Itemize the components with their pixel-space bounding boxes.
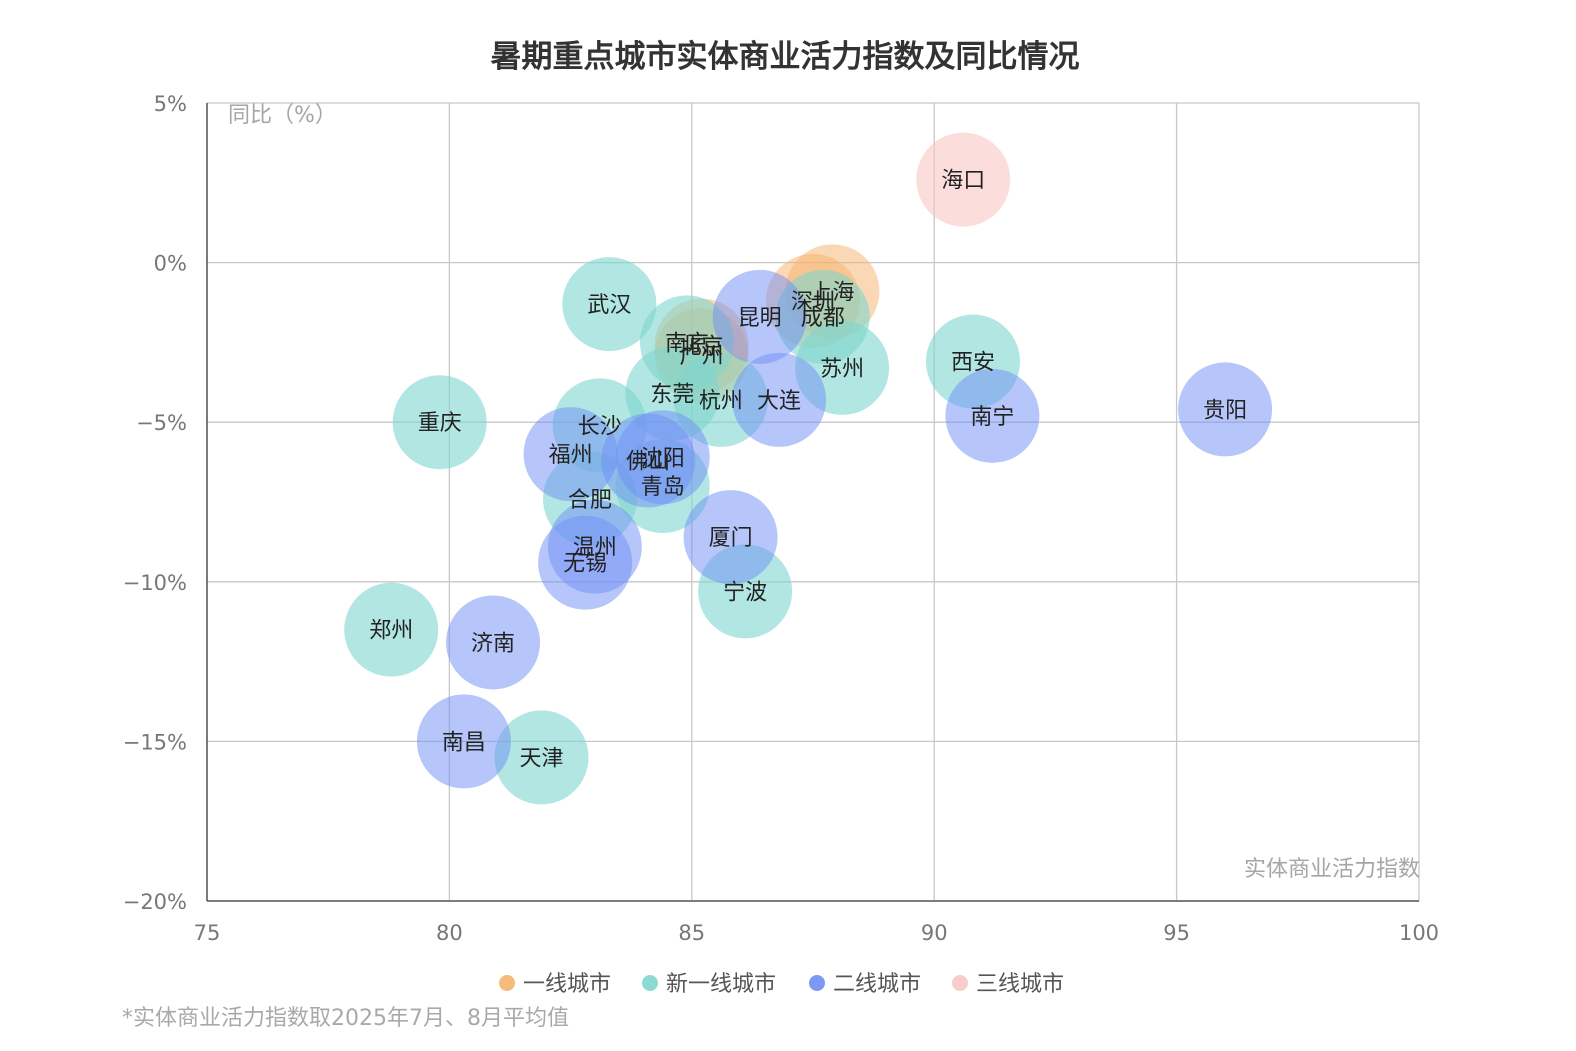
bubble	[1178, 362, 1273, 457]
bubble-label: 佛山	[626, 450, 670, 475]
bubble-label: 南京	[665, 331, 709, 356]
x-tick-label: 95	[1163, 921, 1190, 945]
legend-marker	[952, 975, 968, 991]
bubble-label: 福州	[549, 443, 593, 468]
bubble-label: 济南	[471, 631, 515, 656]
legend-marker	[642, 975, 658, 991]
bubble-label: 东莞	[650, 382, 694, 407]
bubble-label: 海口	[941, 169, 985, 194]
bubble-label: 天津	[520, 746, 564, 771]
x-tick-label: 90	[921, 921, 948, 945]
y-tick-label: 0%	[154, 252, 187, 276]
legend-marker	[499, 975, 515, 991]
bubble-label: 南宁	[970, 405, 1014, 430]
legend: 一线城市 新一线城市 二线城市 三线城市	[499, 972, 1064, 997]
bubble-label: 温州	[573, 536, 617, 561]
footnote: *实体商业活力指数取2025年7月、8月平均值	[122, 1006, 569, 1031]
bubble-label: 深圳	[791, 290, 835, 315]
bubble-label: 西安	[951, 351, 995, 376]
bubble-label: 杭州	[699, 389, 743, 414]
x-axis-label: 实体商业活力指数	[1244, 857, 1420, 882]
y-tick-label: −10%	[123, 571, 187, 595]
bubble-label: 郑州	[369, 619, 413, 644]
legend-label: 三线城市	[976, 972, 1064, 997]
chart-title: 暑期重点城市实体商业活力指数及同比情况	[491, 39, 1080, 75]
bubble-label: 武汉	[587, 293, 631, 318]
bubble	[712, 269, 807, 364]
y-tick-label: −5%	[136, 411, 187, 435]
bubble-label: 重庆	[418, 411, 462, 436]
bubble-label: 成都	[801, 306, 845, 331]
legend-label: 二线城市	[833, 972, 921, 997]
bubble-label: 合肥	[568, 488, 612, 513]
bubble-label: 厦门	[709, 526, 753, 551]
bubble-label: 宁波	[723, 580, 767, 605]
bubble-label: 昆明	[738, 306, 782, 331]
bubble-label: 上海	[810, 280, 854, 305]
y-tick-label: −20%	[123, 890, 187, 914]
legend-marker	[809, 975, 825, 991]
bubbles	[344, 132, 1273, 805]
bubble	[494, 710, 589, 805]
bubble	[344, 582, 439, 677]
x-tick-label: 75	[194, 921, 221, 945]
bubble	[683, 490, 778, 585]
bubble-label: 青岛	[641, 475, 685, 500]
y-tick-label: −15%	[123, 730, 187, 754]
bubble-label: 南昌	[442, 730, 486, 755]
x-tick-label: 100	[1399, 921, 1439, 945]
bubble	[945, 368, 1040, 463]
bubble	[916, 132, 1011, 227]
y-tick-label: 5%	[154, 92, 187, 116]
legend-label: 一线城市	[523, 972, 611, 997]
bubble-label: 长沙	[578, 414, 622, 439]
bubble	[416, 694, 511, 789]
bubble	[732, 352, 827, 447]
x-tick-label: 80	[436, 921, 463, 945]
bubble	[392, 375, 487, 470]
bubble-label: 苏州	[820, 357, 864, 382]
bubble	[562, 257, 657, 352]
bubble-label: 大连	[757, 389, 801, 414]
grid	[206, 102, 1420, 902]
legend-label: 新一线城市	[666, 972, 776, 997]
bubble-label: 无锡	[563, 552, 607, 577]
y-axis-label: 同比（%）	[228, 103, 337, 128]
bubble-label: 北京	[679, 335, 723, 360]
x-tick-label: 85	[678, 921, 705, 945]
bubble	[538, 515, 633, 610]
bubble-label: 贵阳	[1203, 398, 1247, 423]
bubble	[523, 407, 618, 502]
bubble	[615, 410, 710, 505]
bubble	[446, 595, 541, 690]
bubble-label: 广州	[679, 344, 723, 369]
tick-labels: 5% 0% −5% −10% −15% −20% 75 80 85 90 95 100	[123, 92, 1439, 945]
bubble-label: 沈阳	[641, 446, 685, 471]
